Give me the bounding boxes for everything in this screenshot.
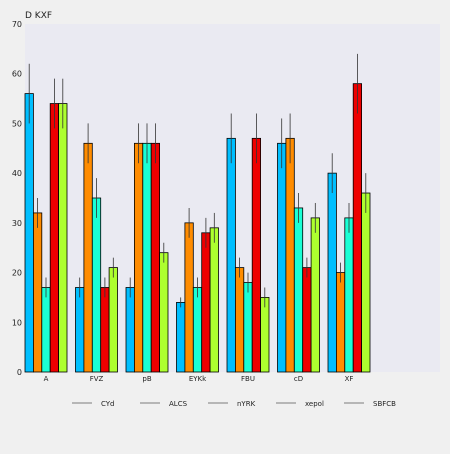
chart-title: D KXF — [25, 11, 52, 21]
y-tick-label: 60 — [12, 70, 22, 79]
bar-CYd-FBU — [226, 137, 236, 373]
bar-nYRK-cD — [293, 207, 304, 373]
bar-xepol-FBU — [251, 137, 261, 373]
x-tick-label: EYKk — [189, 375, 207, 383]
y-tick-label: 30 — [12, 219, 22, 228]
bar-ALCS-FBU — [234, 267, 245, 373]
bar-SBFCB-FVZ — [108, 267, 118, 373]
bar-SBFCB-FBU — [260, 297, 270, 373]
bar-SBFCB-cD — [310, 217, 320, 373]
legend-label: nYRK — [237, 400, 256, 408]
bar-SBFCB-XF — [361, 192, 371, 373]
y-tick-label: 0 — [17, 368, 22, 377]
bar-ALCS-EYKk — [184, 222, 194, 373]
x-tick-label: pB — [142, 375, 151, 383]
legend: CYd ALCS nYRK xepol SBFCB — [72, 400, 396, 408]
x-tick-label: FBU — [241, 375, 255, 383]
bar-xepol-FVZ — [100, 287, 110, 373]
x-tick-label: FVZ — [90, 375, 104, 383]
y-tick-label: 50 — [12, 119, 22, 128]
bar-CYd-A — [24, 93, 34, 373]
legend-label: xepol — [305, 400, 324, 408]
x-tick-label: XF — [345, 375, 354, 383]
bar-nYRK-A — [41, 287, 51, 373]
bar-xepol-XF — [352, 83, 363, 373]
bar-ALCS-FVZ — [83, 142, 93, 373]
bar-nYRK-EYKk — [192, 287, 203, 373]
bar-nYRK-XF — [344, 217, 354, 373]
x-tick-label: A — [44, 375, 49, 383]
bar-nYRK-FVZ — [91, 197, 102, 373]
y-tick-label: 70 — [12, 20, 22, 29]
x-axis: A FVZ pB EYKk FBU cD XF — [44, 375, 354, 383]
bar-SBFCB-pB — [159, 252, 169, 373]
bar-xepol-EYKk — [201, 232, 211, 373]
bar-CYd-cD — [277, 142, 287, 373]
bar-ALCS-A — [33, 212, 43, 373]
bar-xepol-pB — [150, 142, 160, 373]
y-axis: 0 10 20 30 40 50 60 70 — [12, 20, 22, 377]
y-tick-label: 20 — [12, 269, 22, 278]
bar-xepol-A — [49, 103, 60, 373]
bar-ALCS-pB — [133, 142, 144, 373]
legend-label: SBFCB — [373, 400, 396, 408]
error-bars — [28, 53, 367, 308]
bar-CYd-FVZ — [75, 287, 85, 373]
bar-nYRK-FBU — [243, 282, 253, 373]
bar-SBFCB-EYKk — [209, 227, 219, 373]
bar-SBFCB-A — [58, 103, 68, 373]
x-tick-label: cD — [294, 375, 303, 383]
bar-CYd-EYKk — [176, 301, 186, 373]
bar-ALCS-cD — [285, 137, 295, 373]
bar-xepol-cD — [302, 267, 312, 373]
legend-label: ALCS — [169, 400, 188, 408]
bar-CYd-pB — [125, 287, 135, 373]
y-tick-label: 10 — [12, 318, 22, 327]
bar-ALCS-XF — [335, 272, 346, 373]
bar-CYd-XF — [327, 172, 337, 373]
bar-nYRK-pB — [142, 142, 152, 373]
y-tick-label: 40 — [12, 169, 22, 178]
legend-label: CYd — [101, 400, 114, 408]
